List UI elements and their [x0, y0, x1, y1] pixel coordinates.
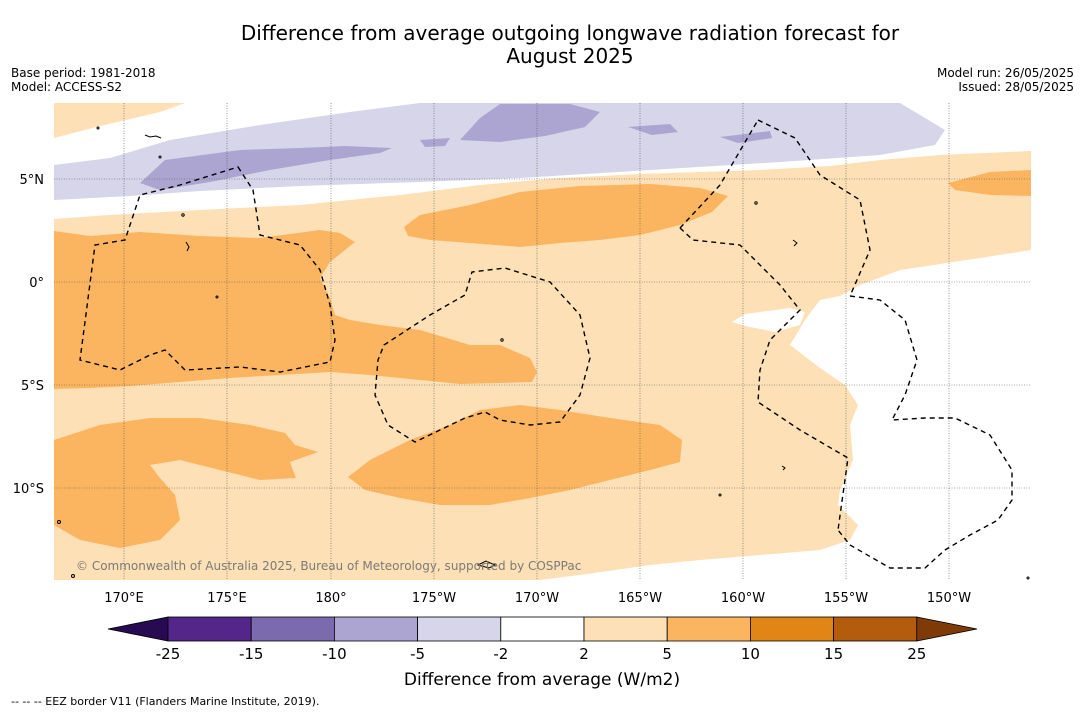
- orange-patch-east: [948, 170, 1031, 196]
- islands: [57, 126, 1030, 580]
- eez-tokelau: [374, 267, 591, 443]
- lon-label-170w: 170°W: [515, 591, 559, 606]
- colorbar-label: Difference from average (W/m2): [404, 670, 680, 690]
- model-name: Model: ACCESS-S2: [11, 80, 123, 94]
- orange-patch-southwest: [54, 418, 318, 548]
- lon-label-150w: 150°W: [927, 591, 971, 606]
- colorbar-tick-label: 25: [907, 645, 926, 663]
- island-7: [158, 155, 162, 159]
- lavender-patch-3: [628, 124, 678, 135]
- orange-patch-south: [348, 405, 682, 505]
- lavender-patch-1: [140, 146, 392, 190]
- white-notch: [732, 308, 805, 332]
- issued-date: Issued: 28/05/2025: [958, 80, 1074, 94]
- map-area: © Commonwealth of Australia 2025, Bureau…: [54, 103, 1031, 580]
- orange-patch-topleft: [54, 103, 185, 138]
- lavender-band-north: [54, 103, 945, 200]
- eez-kiribati-line-north: [757, 119, 871, 297]
- lon-label-175e: 175°E: [207, 591, 247, 606]
- colorbar-segment: [417, 616, 502, 642]
- lon-label-180: 180°: [315, 591, 346, 606]
- copyright-text: © Commonwealth of Australia 2025, Bureau…: [76, 559, 581, 573]
- orange-patch-west: [54, 230, 537, 389]
- island-5: [781, 465, 786, 471]
- colorbar-segment: [167, 616, 252, 642]
- lon-label-170e: 170°E: [104, 591, 144, 606]
- colorbar-segment: [666, 616, 751, 642]
- lat-label-5n: 5°N: [20, 173, 45, 188]
- island-9: [215, 295, 219, 299]
- island-6: [96, 126, 100, 130]
- info-left: Base period: 1981-2018 Model: ACCESS-S2: [11, 66, 156, 94]
- island-11: [754, 201, 758, 205]
- lon-label-155w: 155°W: [824, 591, 868, 606]
- title-line-1: Difference from average outgoing longwav…: [240, 21, 900, 45]
- info-right: Model run: 26/05/2025 Issued: 28/05/2025: [937, 66, 1074, 94]
- colorbar-ticks: -25 -15 -10 -5 -2 2 5 10 15 25: [156, 645, 927, 663]
- colorbar-tick-label: 15: [824, 645, 843, 663]
- lon-label-160w: 160°W: [721, 591, 765, 606]
- title-line-2: August 2025: [506, 44, 634, 68]
- orange-patch-north: [404, 184, 728, 247]
- eez-borders: [79, 119, 1013, 569]
- lat-labels: 5°N 0° 5°S 10°S: [13, 173, 44, 497]
- island-4: [792, 239, 798, 247]
- island-3: [476, 560, 497, 569]
- colorbar-segment: [583, 616, 668, 642]
- colorbar-extend-high: [916, 616, 978, 642]
- lon-label-165w: 165°W: [618, 591, 662, 606]
- colorbar-segment: [833, 616, 918, 642]
- island-1: [144, 134, 162, 139]
- eez-kiribati-gilbert: [79, 166, 336, 373]
- lon-label-175w: 175°W: [412, 591, 456, 606]
- colorbar-tick-label: 10: [741, 645, 760, 663]
- colorbar-segment: [333, 616, 418, 642]
- eez-kiribati-line-south: [679, 119, 849, 531]
- colorbar-tick-label: -5: [410, 645, 425, 663]
- island-2: [185, 241, 190, 252]
- lavender-patch-4: [720, 131, 772, 143]
- island-12: [718, 493, 722, 497]
- island-13: [57, 520, 61, 524]
- colorbar-tick-label: -10: [322, 645, 347, 663]
- colorbar: [107, 616, 978, 642]
- colorbar-segment: [250, 616, 335, 642]
- map-title: Difference from average outgoing longwav…: [0, 22, 1085, 68]
- island-15: [1026, 576, 1030, 580]
- colorbar-tick-label: -2: [493, 645, 508, 663]
- colorbar-tick-label: 2: [579, 645, 589, 663]
- lavender-patch-2: [460, 104, 600, 142]
- colorbar-tick-label: 5: [662, 645, 672, 663]
- lat-label-10s: 10°S: [13, 482, 44, 497]
- grid-lines: [54, 103, 1031, 580]
- lon-labels: 170°E 175°E 180° 175°W 170°W 165°W 160°W…: [104, 591, 971, 606]
- base-period: Base period: 1981-2018: [11, 66, 156, 80]
- colorbar-segment: [750, 616, 835, 642]
- lat-label-0: 0°: [29, 276, 44, 291]
- eez-legend-footer: -- -- -- EEZ border V11 (Flanders Marine…: [11, 695, 320, 708]
- colorbar-segment: [500, 616, 585, 642]
- lat-label-5s: 5°S: [21, 379, 44, 394]
- island-8: [181, 213, 185, 217]
- island-14: [71, 574, 75, 578]
- island-10: [500, 338, 504, 342]
- colorbar-extend-low: [107, 616, 169, 642]
- eez-french-polynesia: [837, 295, 1013, 569]
- colorbar-tick-label: -15: [239, 645, 264, 663]
- model-run: Model run: 26/05/2025: [936, 66, 1074, 80]
- colorbar-tick-label: -25: [156, 645, 181, 663]
- lavender-patch-5: [420, 138, 450, 147]
